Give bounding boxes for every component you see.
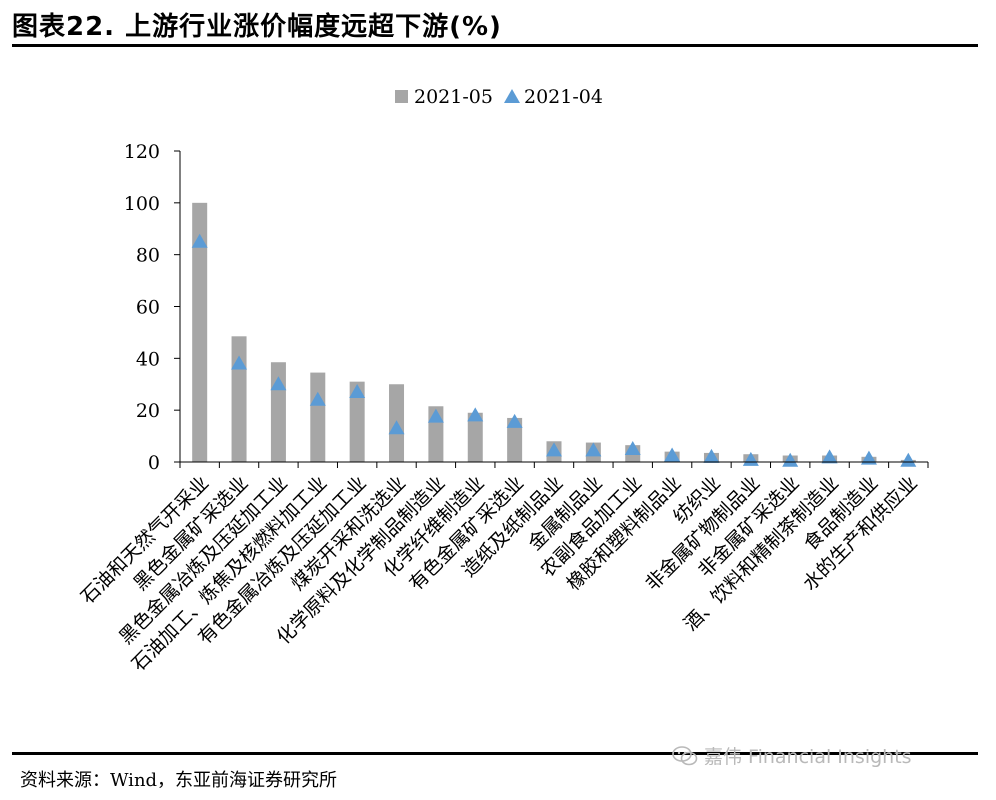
bar bbox=[467, 412, 483, 462]
marker-point bbox=[349, 384, 366, 399]
chart-title: 图表22. 上游行业涨价幅度远超下游(%) bbox=[12, 12, 502, 42]
bar bbox=[310, 372, 326, 462]
bar-series bbox=[192, 202, 916, 463]
bar bbox=[349, 381, 365, 462]
top-rule bbox=[12, 44, 978, 47]
marker-point bbox=[467, 407, 484, 422]
y-tick-label: 120 bbox=[124, 141, 160, 163]
marker-point bbox=[270, 376, 287, 391]
y-tick-label: 80 bbox=[136, 245, 160, 267]
watermark-text: 嘉伟 Financial Insights bbox=[704, 746, 912, 768]
legend: 2021-05 2021-04 bbox=[395, 86, 603, 108]
watermark: 嘉伟 Financial Insights bbox=[672, 742, 912, 769]
wechat-icon bbox=[672, 746, 698, 766]
marker-point bbox=[506, 413, 523, 428]
x-axis bbox=[179, 461, 929, 468]
y-tick-label: 100 bbox=[124, 193, 160, 215]
y-tick-label: 40 bbox=[136, 348, 160, 370]
source-note: 资料来源：Wind，东亚前海证券研究所 bbox=[20, 770, 338, 791]
y-tick-label: 0 bbox=[148, 452, 160, 474]
marker-point bbox=[821, 449, 838, 464]
marker-point bbox=[388, 420, 405, 435]
category-labels: 石油和天然气开采业黑色金属矿采选业黑色金属冶炼及压延加工业石油加工、炼焦及核燃料… bbox=[77, 472, 922, 676]
marker-point bbox=[624, 441, 641, 456]
marker-point bbox=[703, 448, 720, 463]
bar bbox=[192, 202, 208, 463]
marker-point bbox=[546, 442, 562, 457]
marker-point bbox=[900, 452, 917, 467]
bar bbox=[507, 417, 523, 462]
legend-label: 2021-05 bbox=[414, 86, 493, 108]
legend-marker-swatch bbox=[504, 89, 520, 103]
y-axis: 0 20 40 60 80 100 120 bbox=[124, 141, 181, 474]
y-tick-label: 20 bbox=[136, 400, 160, 422]
marker-point bbox=[191, 233, 208, 248]
marker-point bbox=[231, 355, 248, 370]
marker-series bbox=[191, 233, 917, 467]
legend-bar-swatch bbox=[395, 90, 408, 103]
bottom-rule bbox=[12, 752, 978, 755]
bar bbox=[231, 336, 247, 462]
marker-point bbox=[309, 391, 326, 406]
marker-point bbox=[860, 450, 877, 465]
legend-label: 2021-04 bbox=[524, 86, 603, 108]
marker-point bbox=[782, 452, 799, 467]
marker-point bbox=[585, 442, 602, 457]
marker-point bbox=[427, 408, 444, 423]
marker-point bbox=[664, 447, 681, 462]
bar-chart: 2021-05 2021-04 0 20 40 60 80 100 120 石油和天然气开采业… bbox=[77, 86, 929, 676]
y-tick-label: 60 bbox=[136, 297, 160, 319]
